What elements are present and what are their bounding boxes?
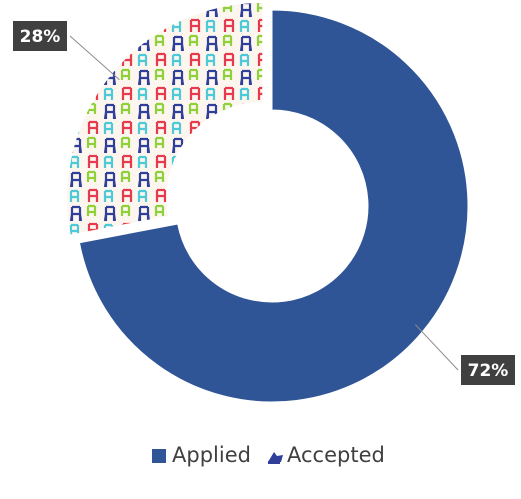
legend-label: Applied	[172, 443, 251, 467]
chart: 72% 28% Applied Accepted	[0, 0, 521, 499]
leader-line	[415, 325, 458, 370]
legend-swatch	[152, 449, 166, 463]
data-label: 72%	[468, 361, 509, 381]
legend-swatch	[268, 452, 283, 462]
data-label: 28%	[20, 27, 61, 47]
donut-slice	[67, 2, 263, 235]
leader-line	[70, 36, 119, 80]
legend-label: Accepted	[287, 443, 385, 467]
legend-swatch	[268, 461, 280, 464]
